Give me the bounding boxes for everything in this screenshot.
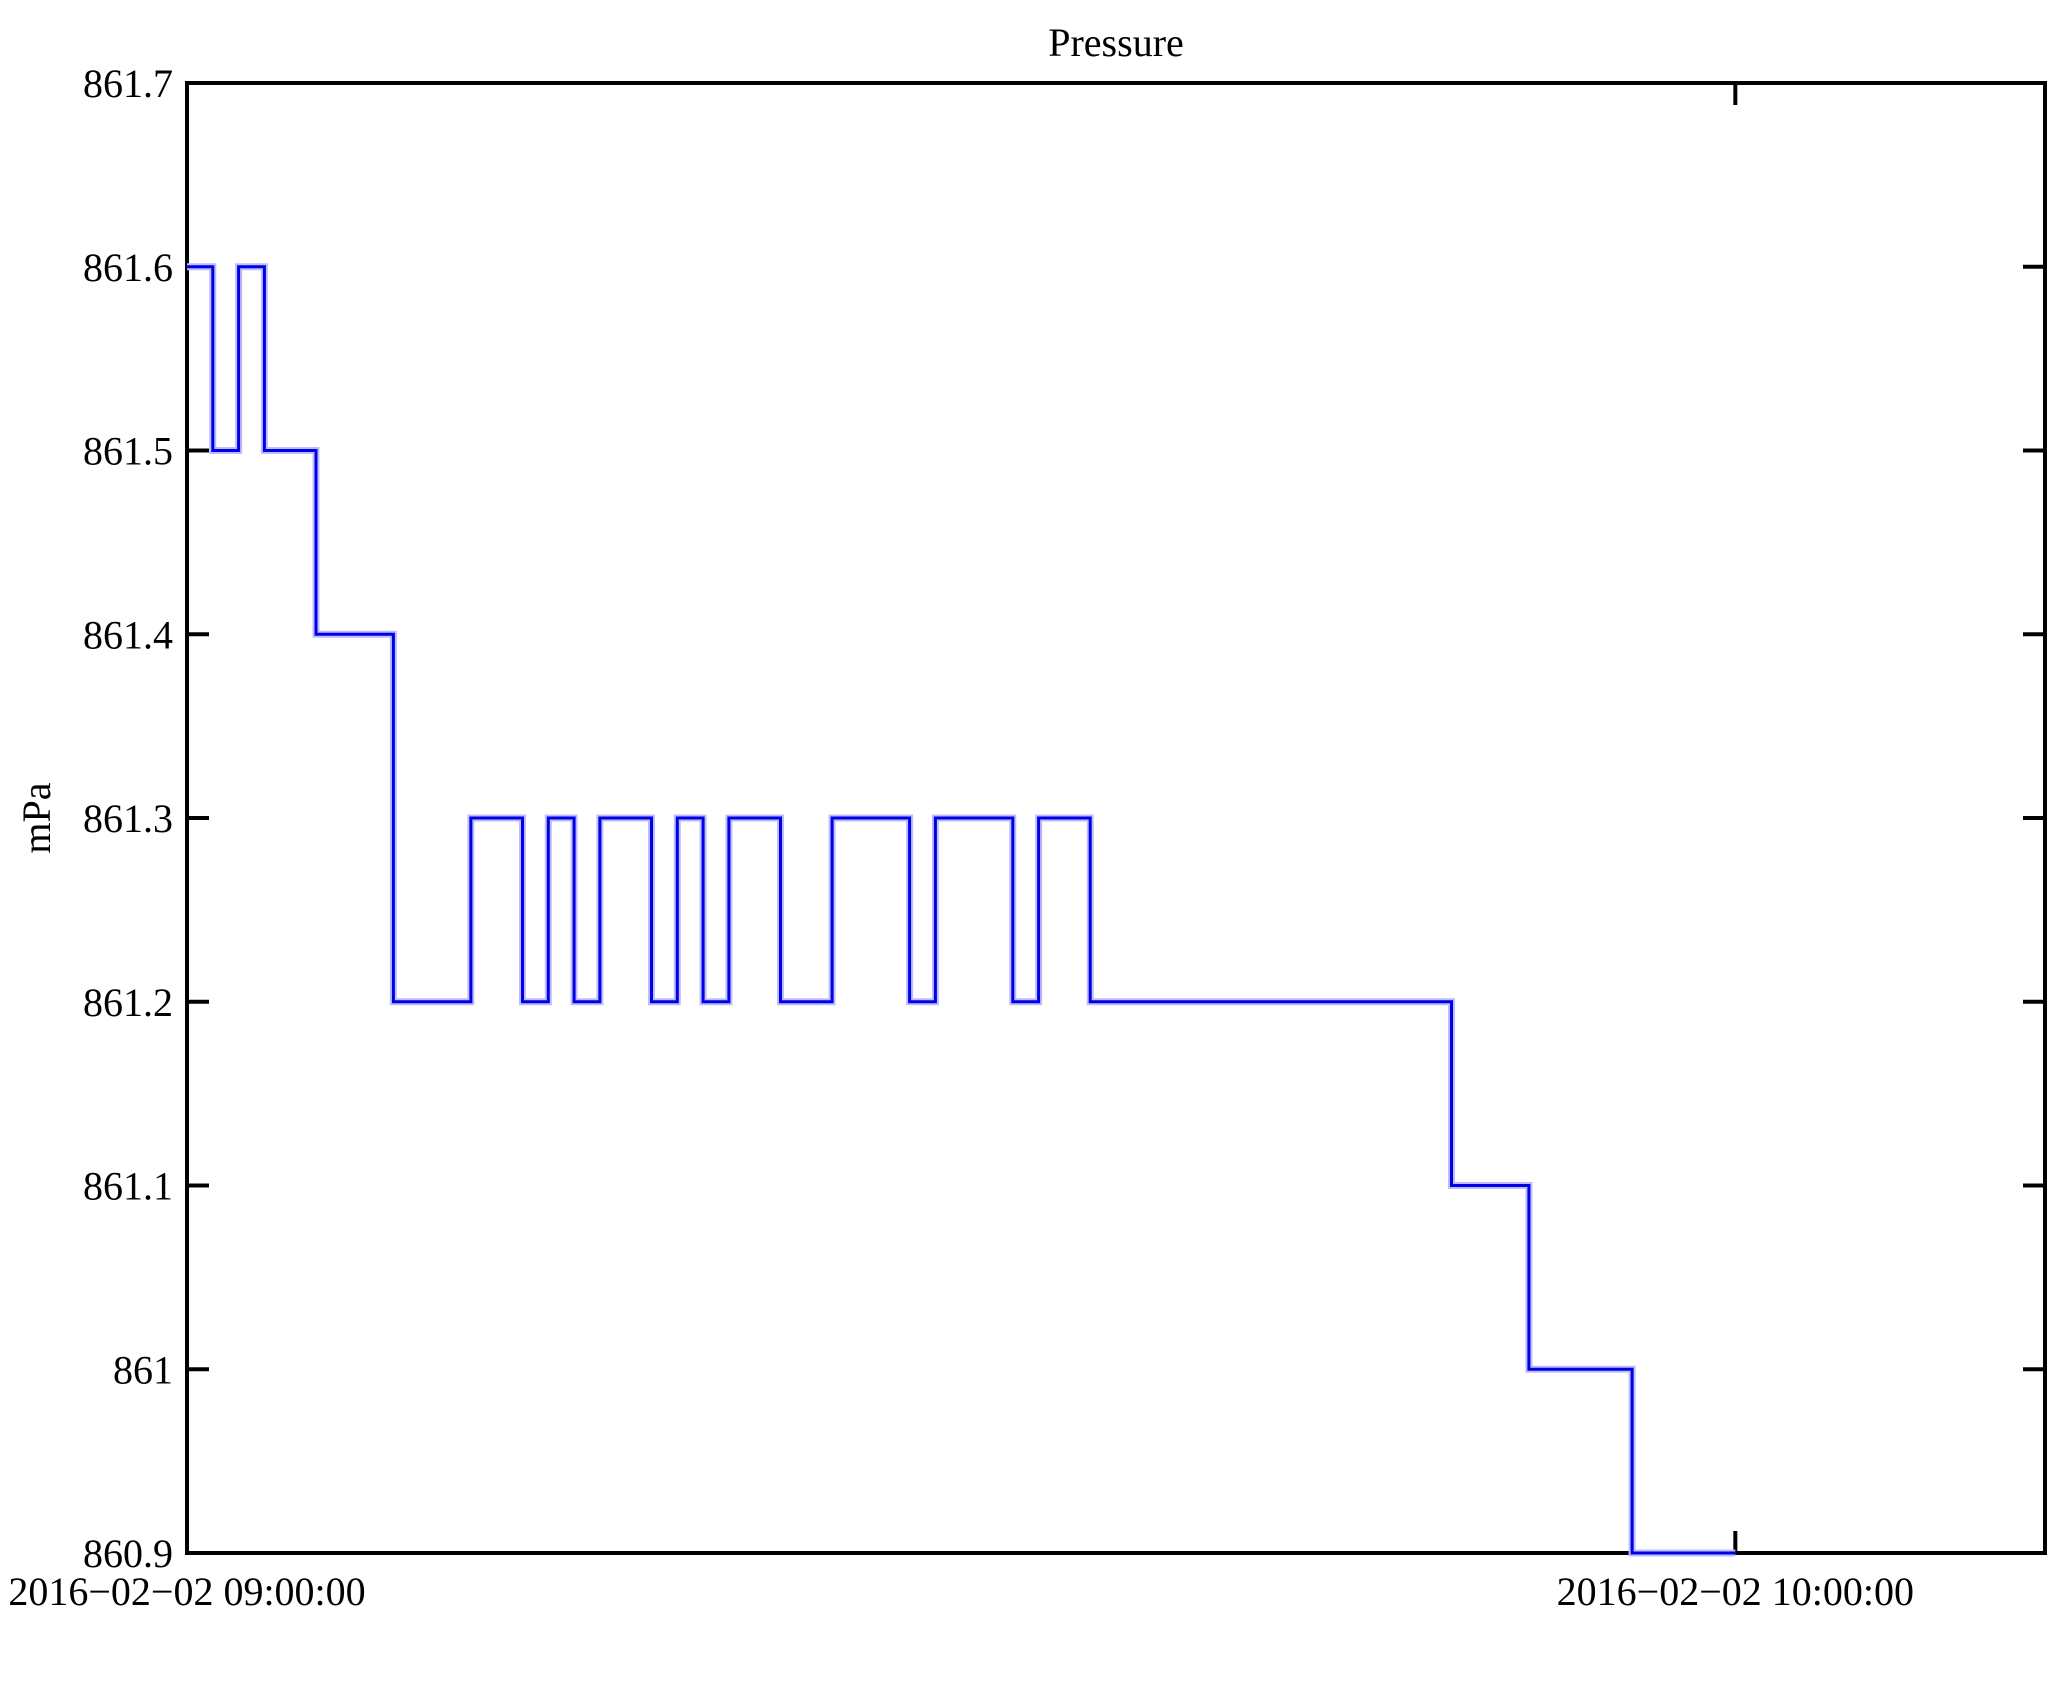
y-tick-label: 861.5 (83, 429, 173, 474)
y-tick-label: 861.6 (83, 245, 173, 290)
y-axis-label: mPa (14, 782, 59, 853)
x-tick-label: 2016−02−02 09:00:00 (8, 1569, 365, 1614)
y-tick-label: 860.9 (83, 1531, 173, 1576)
x-tick-label: 2016−02−02 10:00:00 (1557, 1569, 1914, 1614)
pressure-line-halo (187, 263, 1736, 1557)
y-tick-label: 861 (113, 1347, 173, 1392)
y-tick-label: 861.1 (83, 1164, 173, 1209)
y-tick-label: 861.4 (83, 612, 173, 657)
plot-border (185, 81, 2047, 1555)
y-tick-label: 861.2 (83, 980, 173, 1025)
y-tick-label: 861.7 (83, 61, 173, 106)
y-tick-label: 861.3 (83, 796, 173, 841)
chart-title: Pressure (1048, 20, 1184, 65)
plot-generated: 861.7 861.6 861.5 861.4 861.3 861.2 861.1 861 86… (8, 61, 2047, 1614)
pressure-step-line (187, 265, 1736, 1555)
